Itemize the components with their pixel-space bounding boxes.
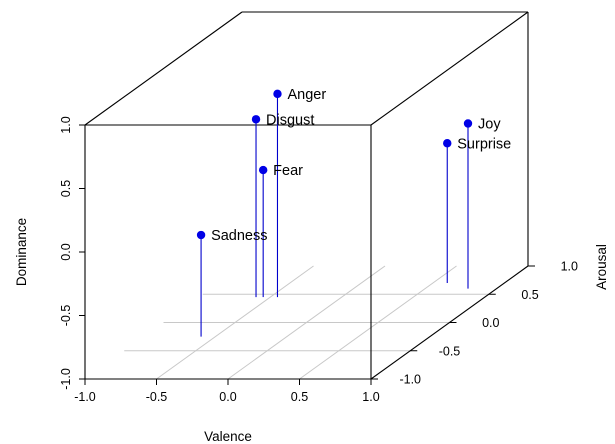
y-tick-label: -0.5 [439, 344, 461, 358]
box-edge [84, 11, 243, 126]
x-tick-label: 0.5 [291, 390, 308, 404]
y-tick-label: -1.0 [399, 373, 421, 387]
z-axis-label: Dominance [14, 218, 29, 286]
y-tick-label: 0.5 [521, 288, 538, 302]
floor-grid [124, 265, 489, 380]
point-label: Disgust [266, 112, 314, 128]
axis-ticks: -1.0 -0.5 0.0 0.5 1.0 -1.0 -0.5 0.0 0.5 1.0 -1.0 -0… [59, 116, 578, 404]
data-point [273, 89, 282, 99]
box-edge [370, 11, 529, 126]
x-tick-label: -0.5 [146, 390, 168, 404]
bounding-box [84, 11, 529, 380]
point-label: Surprise [457, 136, 511, 152]
x-axis-label: Valence [204, 429, 252, 444]
data-points [196, 89, 473, 240]
x-tick-label: 0.0 [219, 390, 236, 404]
z-tick-label: -0.5 [59, 305, 73, 327]
data-point [258, 165, 268, 175]
data-point [463, 119, 473, 128]
point-labels: Anger Disgust Fear Sadness Joy Surprise [211, 87, 511, 244]
data-point [443, 139, 452, 148]
point-stems [200, 93, 469, 337]
y-tick-label: 0.0 [482, 316, 499, 330]
x-tick-label: -1.0 [74, 390, 96, 404]
y-tick-label: 1.0 [561, 260, 578, 274]
z-tick-label: 0.5 [59, 180, 73, 197]
point-label: Sadness [211, 228, 267, 244]
point-label: Fear [273, 163, 303, 179]
point-label: Anger [287, 87, 326, 103]
x-tick-label: 1.0 [362, 390, 379, 404]
data-point [251, 115, 261, 124]
floor-grid-line-x [299, 265, 457, 380]
z-tick-label: -1.0 [59, 368, 73, 390]
z-tick-label: 1.0 [59, 116, 73, 133]
z-tick-label: 0.0 [59, 243, 73, 260]
data-point [196, 230, 206, 240]
y-axis-label: Arousal [594, 244, 609, 290]
point-label: Joy [478, 117, 501, 133]
